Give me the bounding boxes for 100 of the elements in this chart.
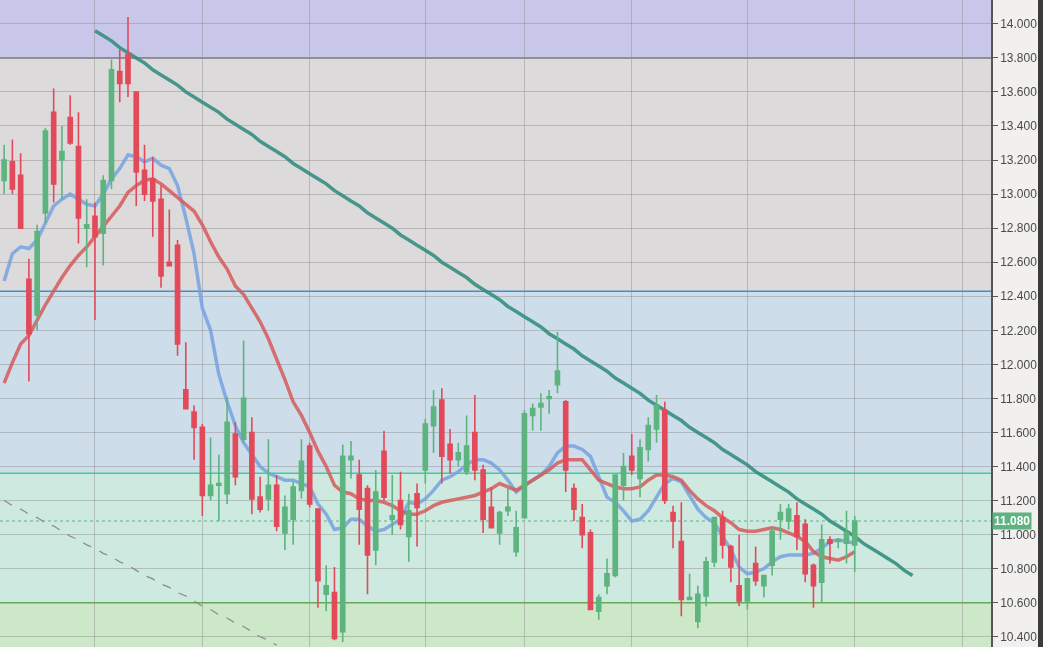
- candlestick: [224, 395, 230, 505]
- candlestick: [331, 566, 338, 641]
- candlestick: [463, 414, 470, 476]
- candlestick: [348, 440, 354, 480]
- candlestick: [637, 438, 643, 498]
- candlestick: [75, 111, 82, 245]
- y-tick-label: 10.400: [1000, 629, 1038, 644]
- candlestick: [430, 389, 437, 454]
- candlestick: [703, 555, 709, 607]
- candlestick: [620, 452, 627, 502]
- candlestick: [191, 404, 197, 461]
- candlestick: [158, 184, 164, 289]
- candlestick: [397, 470, 404, 531]
- candlestick: [174, 239, 181, 357]
- candlestick: [133, 91, 140, 207]
- candlestick: [182, 341, 189, 410]
- candlestick: [257, 475, 263, 514]
- y-tick-label: 13.400: [1000, 119, 1038, 134]
- candlestick: [579, 503, 586, 550]
- candlestick: [695, 584, 701, 630]
- y-tick-label: 12.600: [1000, 255, 1038, 270]
- candlestick: [529, 402, 536, 432]
- y-tick-label: 11.000: [1000, 527, 1037, 542]
- candlestick: [439, 387, 445, 485]
- candlestick: [273, 474, 280, 533]
- candlestick: [670, 504, 676, 550]
- candlestick: [810, 562, 817, 609]
- candlestick: [447, 428, 453, 475]
- y-tick-label: 11.400: [1000, 459, 1037, 474]
- y-tick-label: 12.000: [1000, 357, 1038, 372]
- candlestick: [554, 331, 561, 395]
- candlestick: [265, 438, 272, 512]
- candlestick: [571, 482, 577, 522]
- candlestick: [628, 433, 635, 476]
- candlestick: [59, 125, 65, 201]
- candlestick: [356, 458, 363, 546]
- candlestick: [240, 339, 247, 444]
- candlestick: [414, 482, 420, 548]
- candlestick: [661, 401, 668, 505]
- candlestick: [505, 486, 511, 517]
- candlestick: [472, 394, 478, 481]
- y-tick-label: 11.600: [1000, 425, 1037, 440]
- candlestick: [653, 394, 660, 444]
- candlestick: [306, 441, 313, 509]
- candlestick: [595, 593, 602, 621]
- candlestick: [232, 421, 239, 487]
- candlestick: [604, 557, 610, 596]
- y-tick-label: 12.800: [1000, 221, 1038, 236]
- candlestick: [116, 48, 123, 103]
- candlestick: [50, 87, 57, 204]
- candlestick: [827, 535, 833, 565]
- candlestick: [26, 258, 32, 383]
- candlestick: [323, 564, 330, 613]
- candlestick: [562, 399, 569, 493]
- candlestick: [769, 527, 775, 577]
- candlestick: [488, 486, 495, 529]
- candlestick: [207, 436, 214, 502]
- candlestick: [794, 501, 800, 551]
- candlestick: [9, 138, 16, 195]
- candlestick: [298, 438, 305, 500]
- y-tick-label: 10.600: [1000, 595, 1038, 610]
- candlestick: [422, 418, 429, 485]
- y-tick-label: 12.200: [1000, 323, 1038, 338]
- line-series: [3, 499, 278, 646]
- y-tick-label: 13.200: [1000, 153, 1038, 168]
- candlestick: [92, 201, 98, 321]
- candlestick: [67, 94, 74, 146]
- y-tick-label: 13.000: [1000, 187, 1038, 202]
- candlestick: [249, 416, 255, 515]
- candlestick: [538, 392, 544, 432]
- candlestick: [686, 572, 693, 601]
- candlestick: [455, 441, 462, 468]
- candlestick: [166, 208, 173, 267]
- ref-line-label: 11.080: [994, 514, 1031, 528]
- candlestick: [125, 16, 131, 98]
- y-tick-label: 14.000: [1000, 17, 1038, 32]
- y-tick-label: 10.800: [1000, 561, 1038, 576]
- candlestick: [752, 545, 759, 587]
- y-tick-label: 11.800: [1000, 391, 1037, 406]
- candlestick: [744, 578, 751, 611]
- candlestick: [100, 174, 107, 267]
- y-tick-label: 12.400: [1000, 289, 1038, 304]
- candlestick: [546, 389, 552, 415]
- candlestick: [736, 533, 742, 607]
- y-tick-label: 13.800: [1000, 51, 1038, 66]
- candlestick: [761, 574, 767, 599]
- candlestick: [835, 537, 842, 550]
- candlestick: [496, 509, 503, 546]
- candlestick: [678, 501, 685, 618]
- candlestick: [719, 509, 726, 560]
- candlestick: [802, 518, 809, 584]
- y-tick-label: 11.200: [1000, 493, 1037, 508]
- candlestick: [141, 143, 148, 202]
- candlestick: [1, 143, 7, 195]
- candlestick: [364, 484, 371, 596]
- candlestick: [17, 152, 24, 229]
- candlestick: [728, 544, 734, 584]
- candlestick: [83, 198, 90, 269]
- candlestick: [381, 429, 387, 502]
- line-series: [93, 28, 915, 578]
